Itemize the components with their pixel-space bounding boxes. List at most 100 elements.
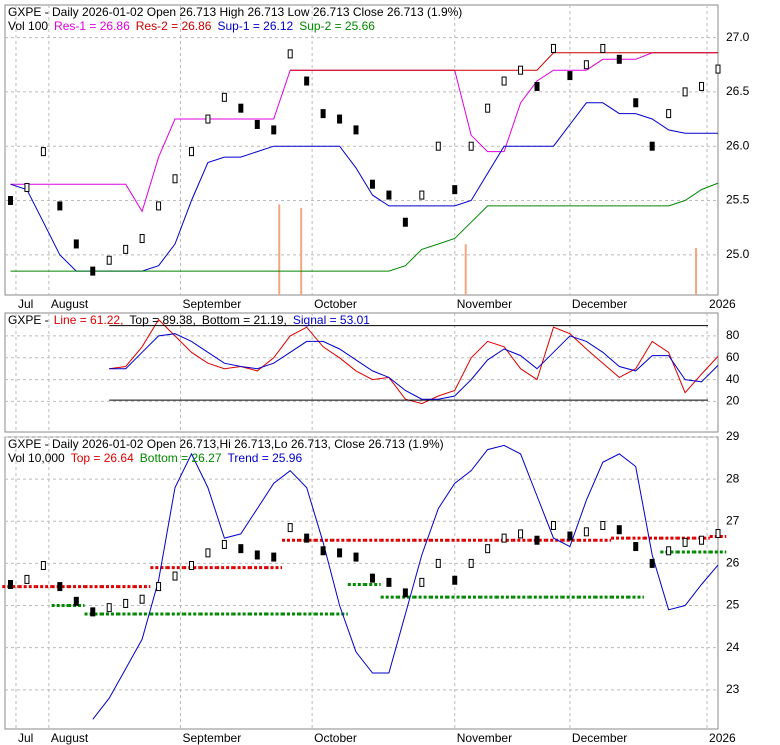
price-mark [386,190,392,200]
price-mark [419,190,425,200]
y-tick-label: 40 [726,372,740,386]
y-tick-label: 60 [726,350,740,364]
x-tick-label: September [183,731,242,745]
price-mark [254,119,260,129]
x-tick-label: 2026 [709,731,736,745]
price-mark [550,43,556,53]
y-tick-label: 20 [726,394,740,408]
y-tick-label: 25.0 [726,247,750,261]
price-mark [369,179,375,189]
price-mark [320,109,326,119]
x-tick-label: November [457,731,512,745]
y-tick-label: 27 [726,513,740,527]
price-mark [501,533,507,543]
price-mark [139,234,145,244]
x-tick-label: 2026 [709,297,736,311]
price-mark [386,577,392,587]
price-mark [40,561,46,571]
price-mark [600,43,606,53]
price-mark [452,575,458,585]
volume-label: Vol 100 [8,19,48,33]
price-mark [254,550,260,560]
price-mark [24,574,30,584]
indicator-line [290,52,718,71]
price-mark [633,542,639,552]
panel-frame [4,312,719,433]
panel-frame [4,436,719,730]
price-mark [699,81,705,91]
price-mark [666,546,672,556]
price-mark [40,147,46,157]
x-tick-label: Jul [18,297,33,311]
price-mark [123,244,129,254]
price-mark [649,141,655,151]
panel-title: GXPE - Daily 2026-01-02 Open 26.713,Hi 2… [8,437,444,451]
x-tick-label: October [314,731,357,745]
price-mark [7,196,13,206]
price-mark [715,528,721,538]
panel-title: GXPE - [8,313,49,327]
price-mark [106,255,112,265]
price-mark [139,594,145,604]
price-mark [600,520,606,530]
price-mark [90,266,96,276]
price-mark [221,539,227,549]
legend-entry: Sup-2 = 25.66 [299,19,375,33]
price-mark [238,103,244,113]
legend-entry: Trend = 25.96 [228,451,303,465]
price-mark [485,103,491,113]
price-mark [320,546,326,556]
price-mark [24,182,30,192]
y-tick-label: 23 [726,682,740,696]
price-mark [682,537,688,547]
price-mark [156,582,162,592]
price-mark [156,201,162,211]
price-mark [172,571,178,581]
panel-title: GXPE - Daily 2026-01-02 Open 26.713 High… [8,5,462,19]
price-mark [172,174,178,184]
x-tick-label: October [314,297,357,311]
price-mark [57,582,63,592]
y-tick-label: 27.0 [726,30,750,44]
x-tick-label: August [51,297,89,311]
indicator-line [109,333,719,400]
volume-bar [464,244,467,295]
price-mark [57,201,63,211]
y-tick-label: 80 [726,328,740,342]
x-tick-label: August [51,731,89,745]
y-tick-label: 29 [726,429,740,443]
price-mark [73,596,79,606]
volume-bar [695,247,698,295]
price-mark [287,523,293,533]
y-tick-label: 24 [726,640,740,654]
price-mark [649,558,655,568]
price-mark [518,65,524,75]
price-mark [666,109,672,119]
volume-bar [300,208,303,295]
price-mark [616,525,622,535]
price-mark [699,535,705,545]
price-mark [435,141,441,151]
price-mark [205,114,211,124]
price-mark [353,125,359,135]
price-mark [123,598,129,608]
price-mark [550,520,556,530]
price-mark [682,87,688,97]
indicator-line [10,182,719,272]
legend-entry: Res-1 = 26.86 [54,19,130,33]
price-mark [369,573,375,583]
price-mark [468,141,474,151]
price-mark [419,577,425,587]
price-mark [337,114,343,124]
panel-frame [4,4,719,296]
legend-entry: Res-2 = 26.86 [136,19,212,33]
price-mark [188,561,194,571]
price-mark [485,544,491,554]
price-mark [567,71,573,81]
price-mark [205,548,211,558]
legend-entry: Signal = 53.01 [293,313,370,327]
price-mark [534,81,540,91]
legend-entry: Bottom = 26.27 [140,451,222,465]
price-mark [534,535,540,545]
price-mark [633,98,639,108]
